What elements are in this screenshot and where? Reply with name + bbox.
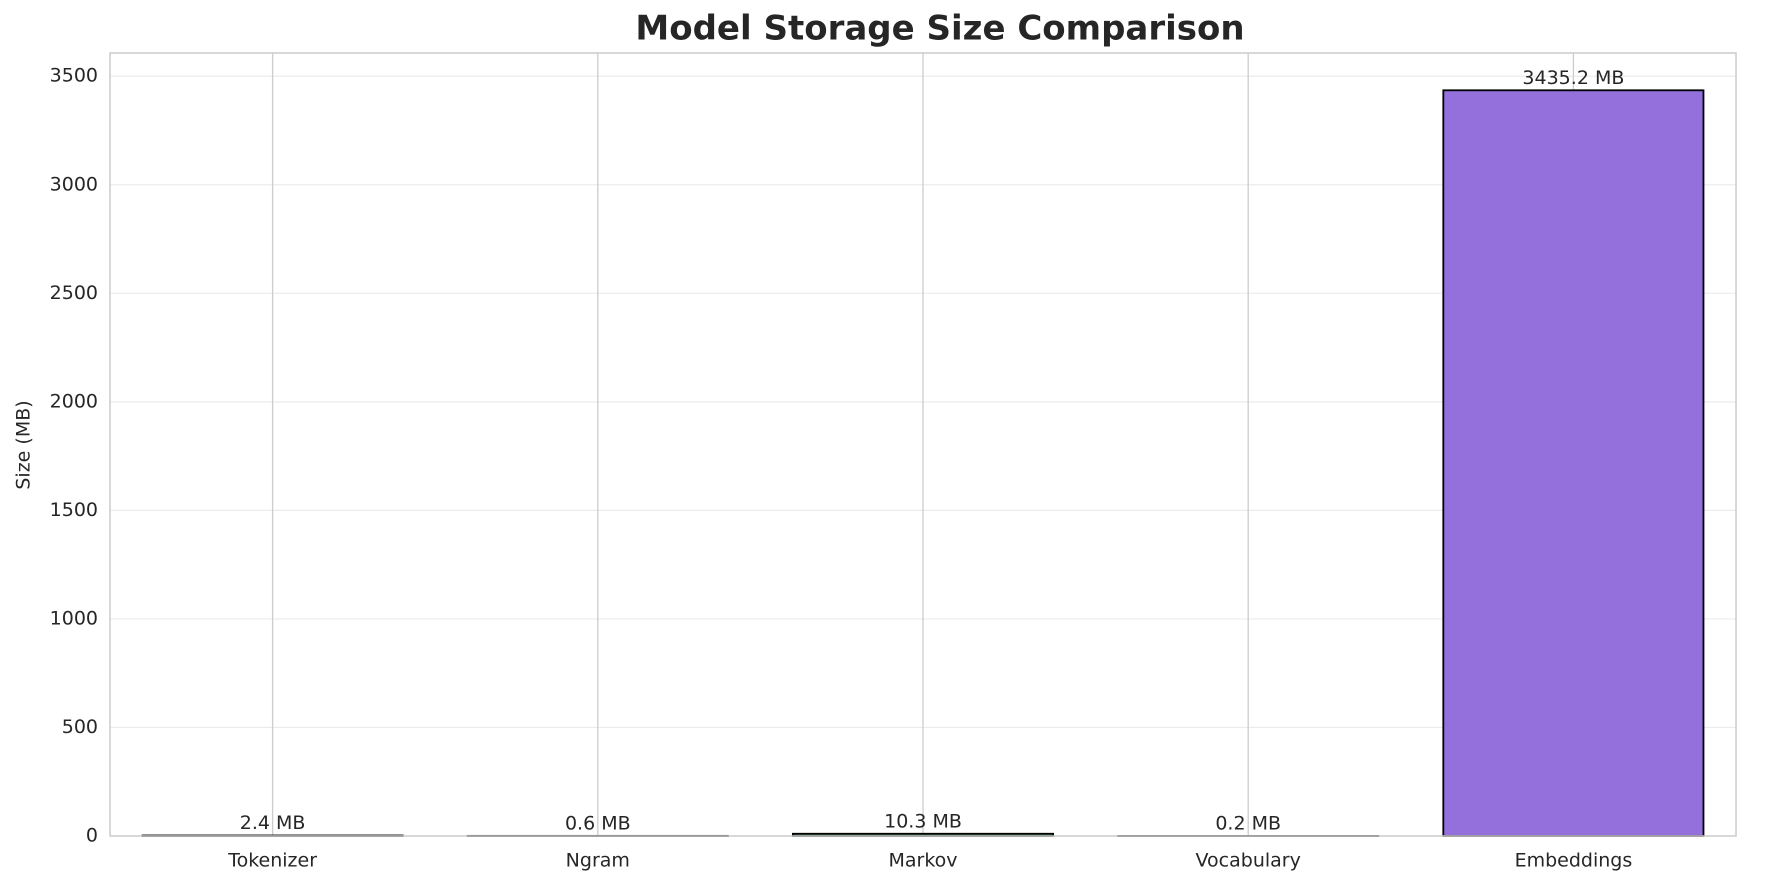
x-tick-label: Ngram — [566, 850, 630, 872]
value-label: 3435.2 MB — [1522, 67, 1624, 89]
bar — [1442, 89, 1705, 837]
y-tick-label: 3500 — [50, 65, 98, 87]
x-tick-label: Tokenizer — [227, 850, 317, 872]
x-tick-label: Vocabulary — [1196, 850, 1301, 872]
y-tick-label: 0 — [86, 825, 98, 847]
y-tick-label: 2500 — [50, 282, 98, 304]
y-tick-label: 3000 — [50, 173, 98, 195]
plot-frame — [109, 52, 1737, 837]
value-label: 10.3 MB — [884, 810, 962, 832]
x-tick-label: Embeddings — [1515, 850, 1633, 872]
y-tick-label: 2000 — [50, 390, 98, 412]
chart-title: Model Storage Size Comparison — [635, 9, 1244, 49]
y-axis-label: Size (MB) — [13, 400, 35, 489]
y-tick-label: 500 — [62, 716, 98, 738]
value-label: 0.2 MB — [1215, 812, 1281, 834]
y-tick-label: 1000 — [50, 607, 98, 629]
y-tick-label: 1500 — [50, 499, 98, 521]
value-label: 0.6 MB — [565, 812, 631, 834]
value-label: 2.4 MB — [240, 812, 306, 834]
x-tick-label: Markov — [888, 850, 957, 872]
